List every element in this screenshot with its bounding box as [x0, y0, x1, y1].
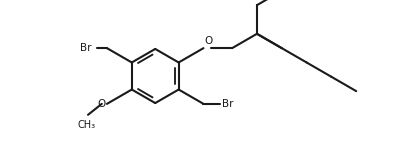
Text: O: O — [98, 99, 106, 109]
Text: Br: Br — [222, 99, 234, 109]
Text: O: O — [205, 36, 213, 46]
Text: Br: Br — [80, 43, 92, 53]
Text: CH₃: CH₃ — [78, 120, 96, 130]
